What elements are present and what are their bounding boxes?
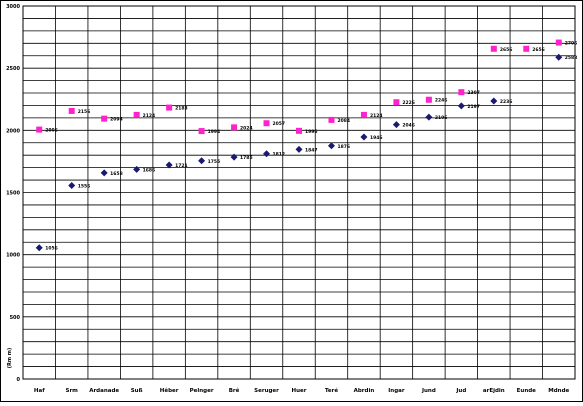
data-label: 2084 — [337, 118, 350, 124]
x-tick-label: Srm — [66, 388, 79, 394]
data-label: 2236 — [500, 99, 513, 105]
y-tick-label: 1500 — [6, 191, 20, 197]
square-marker — [68, 107, 75, 114]
data-label: 1686 — [143, 167, 156, 173]
x-tick-label: Abrdin — [354, 388, 375, 394]
data-label: 2226 — [402, 100, 415, 106]
data-label: 2156 — [78, 109, 91, 115]
diamond-marker — [165, 161, 173, 169]
data-label: 2197 — [467, 104, 480, 110]
y-tick-label: 2000 — [6, 128, 20, 134]
square-marker — [231, 124, 238, 131]
data-label: 1658 — [110, 171, 123, 177]
data-label: 1996 — [305, 129, 318, 135]
x-tick-label: Seruger — [254, 388, 279, 394]
square-marker — [263, 120, 270, 127]
square-marker — [133, 111, 140, 118]
data-label: 1721 — [175, 163, 188, 169]
diamond-marker — [327, 142, 335, 150]
data-label: 2656 — [532, 47, 545, 53]
x-tick-label: Huer — [292, 388, 307, 394]
square-marker — [166, 104, 173, 111]
data-label: 1785 — [240, 155, 253, 161]
diamond-marker — [360, 133, 368, 141]
y-axis-label: (Rm m) — [7, 348, 13, 369]
data-label: 2588 — [565, 55, 578, 61]
data-label: 1946 — [370, 135, 383, 141]
data-label: 2124 — [143, 113, 156, 119]
square-marker — [393, 99, 400, 106]
data-label: 2246 — [435, 98, 448, 104]
data-label: 2656 — [500, 47, 513, 53]
square-marker — [425, 96, 432, 103]
diamond-marker — [100, 169, 108, 177]
x-tick-label: Pelnger — [190, 388, 214, 394]
diamond-marker — [555, 53, 563, 61]
x-tick-label: Jund — [421, 388, 436, 394]
square-marker — [296, 127, 302, 134]
data-label: 2183 — [175, 106, 188, 112]
data-label: 2094 — [110, 117, 123, 123]
diamond-marker — [425, 113, 433, 121]
diamond-marker — [68, 182, 76, 190]
diamond-marker — [133, 165, 141, 173]
data-marks: 1056 1556 1658 1686 1721 1755 1785 1812 1847 1876… — [35, 39, 578, 252]
data-label: 2057 — [273, 121, 286, 127]
square-marker — [458, 89, 465, 96]
square-marker — [198, 128, 205, 135]
x-tick-label: Mdnde — [548, 388, 569, 394]
diamond-marker — [198, 157, 206, 165]
y-tick-label: 3000 — [6, 4, 20, 10]
x-tick-label: Haf — [34, 388, 45, 394]
diamond-marker — [263, 150, 271, 158]
x-tick-label: Teré — [325, 387, 338, 394]
x-tick-label: Hêber — [160, 387, 179, 394]
y-tick-label: 500 — [10, 315, 21, 321]
data-label: 1556 — [78, 184, 91, 190]
data-label: 2024 — [240, 125, 253, 131]
tick-labels: 0 500 1000 1500 2000 2500 3000 Haf Srm Ardanade Su… — [6, 4, 569, 394]
diamond-marker — [457, 102, 465, 110]
data-label: 2006 — [45, 128, 58, 134]
data-label: 2706 — [565, 41, 578, 47]
x-tick-label: Jud — [455, 388, 466, 394]
x-tick-label: Suß — [131, 388, 143, 394]
data-label: 1876 — [337, 144, 350, 150]
y-tick-label: 1000 — [6, 253, 20, 259]
data-label: 2307 — [467, 90, 480, 96]
x-tick-label: Ardanade — [89, 388, 119, 394]
x-tick-label: Eunde — [517, 388, 537, 394]
data-label: 1812 — [273, 152, 286, 158]
plot-frame — [22, 5, 576, 380]
diamond-marker — [392, 121, 400, 129]
x-tick-label: Ingar — [388, 388, 405, 394]
data-label: 2106 — [435, 115, 448, 121]
square-marker — [360, 111, 367, 118]
data-label: 2046 — [402, 123, 415, 129]
square-marker — [328, 116, 335, 123]
data-label: 1994 — [208, 129, 221, 135]
diamond-marker — [490, 97, 498, 105]
square-marker — [523, 45, 530, 52]
square-marker — [555, 39, 562, 46]
diamond-marker — [230, 153, 238, 161]
data-label: 1847 — [305, 147, 318, 153]
square-marker — [490, 45, 497, 52]
x-tick-label: Brê — [229, 387, 240, 394]
y-tick-label: 0 — [17, 377, 21, 383]
diamond-marker — [35, 244, 43, 252]
square-marker — [36, 126, 43, 133]
data-label: 1755 — [208, 159, 221, 165]
data-label: 1056 — [45, 246, 58, 252]
x-tick-label: arEjdin — [483, 388, 505, 394]
grid — [22, 5, 576, 380]
diamond-marker — [295, 145, 303, 153]
square-marker — [101, 115, 108, 122]
y-tick-label: 2500 — [6, 66, 20, 72]
data-label: 2124 — [370, 113, 383, 119]
